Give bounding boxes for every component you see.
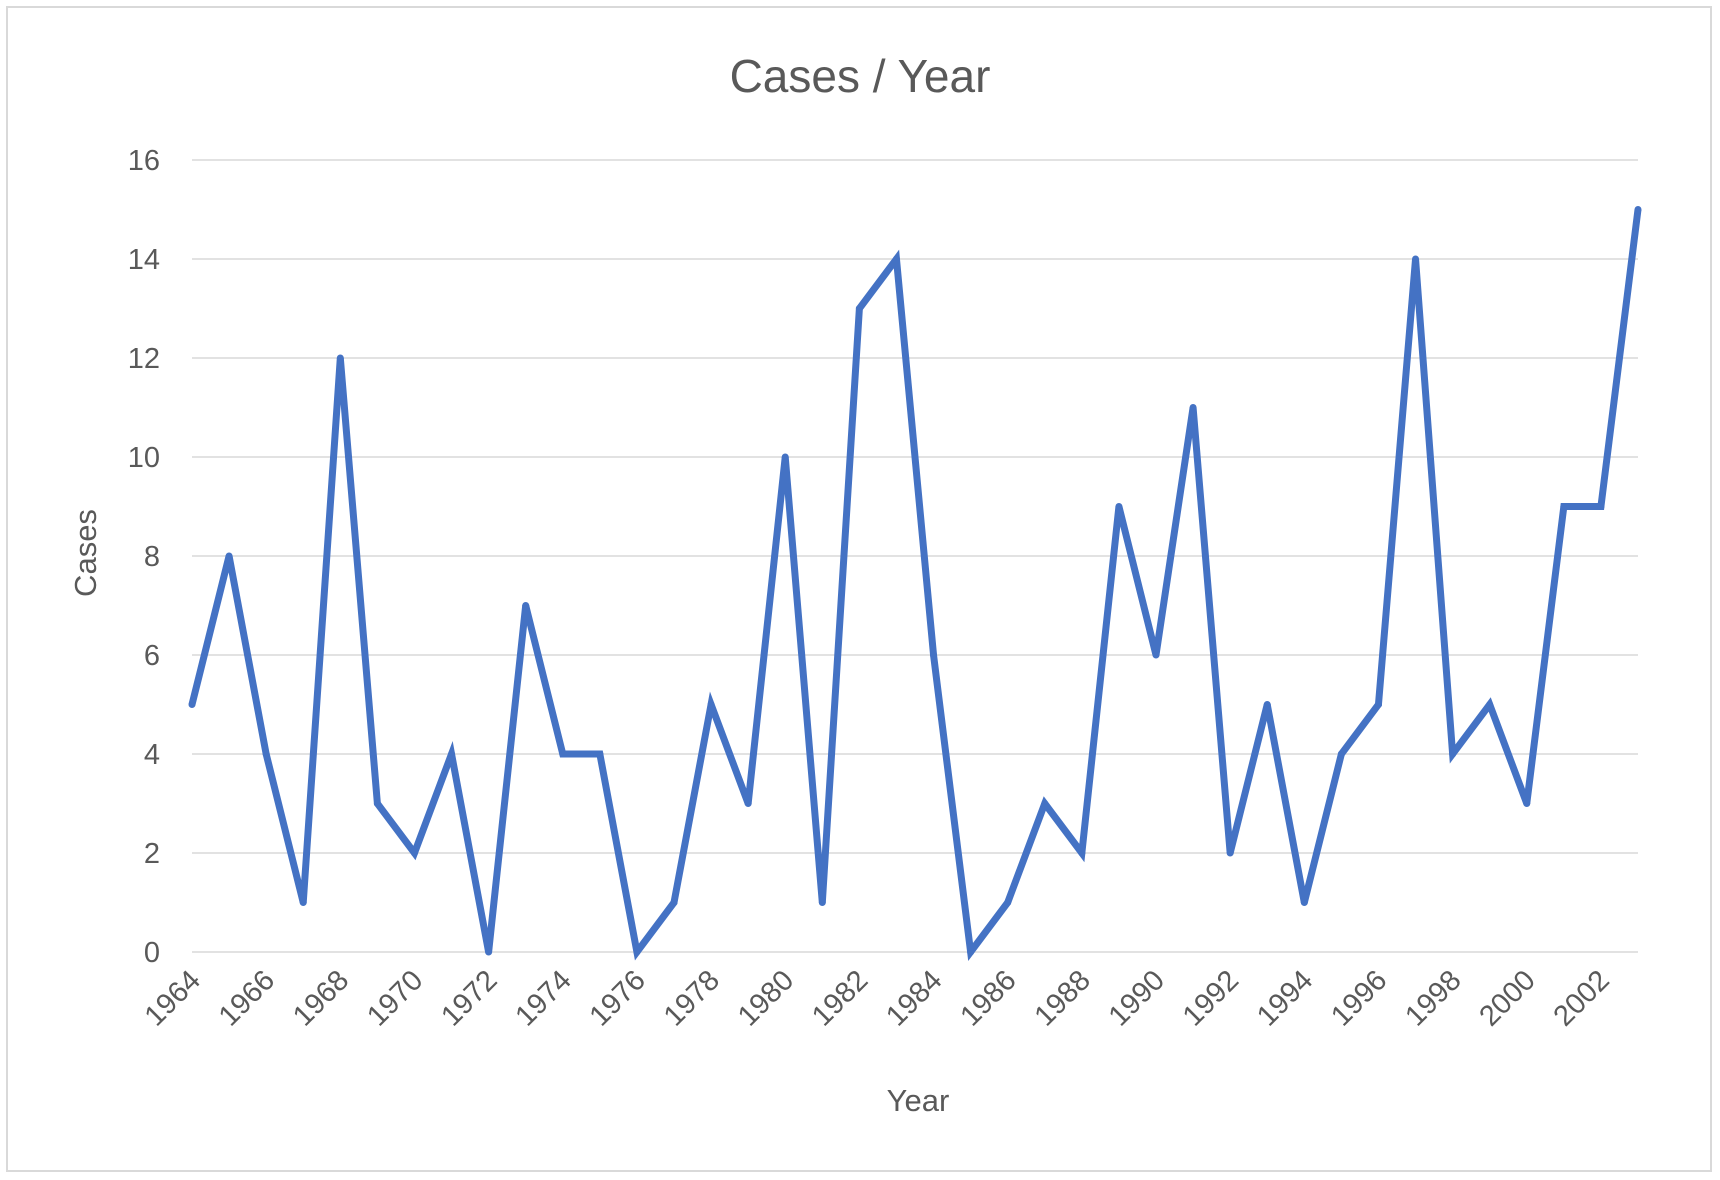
x-tick-label: 1972 <box>435 964 503 1032</box>
data-point <box>1300 899 1308 906</box>
y-tick-label: 6 <box>144 640 160 672</box>
x-axis-ticks: 1964 1966 1968 1970 1972 1974 1976 1978 1980 1982… <box>139 964 1616 1032</box>
data-point <box>485 948 493 956</box>
data-point <box>1337 750 1345 758</box>
data-point <box>1004 899 1012 906</box>
x-tick-label: 1984 <box>880 964 948 1032</box>
y-axis-title: Cases <box>68 509 103 597</box>
data-point <box>1597 503 1605 510</box>
data-point <box>670 899 678 906</box>
y-tick-label: 4 <box>144 739 160 771</box>
series-line <box>188 209 1642 962</box>
y-tick-label: 8 <box>144 541 160 573</box>
data-point <box>373 800 381 807</box>
data-point <box>1078 849 1086 857</box>
data-point <box>781 453 789 461</box>
data-point <box>410 849 418 857</box>
data-point <box>448 750 456 758</box>
data-point <box>336 354 344 362</box>
x-tick-label: 1996 <box>1325 964 1393 1032</box>
x-tick-label: 1976 <box>584 964 652 1032</box>
data-point <box>1374 701 1382 708</box>
data-point <box>1263 701 1271 708</box>
gridlines <box>192 159 1638 953</box>
series-layer <box>188 206 1642 962</box>
y-tick-label: 14 <box>128 244 160 276</box>
data-point <box>1412 255 1420 263</box>
data-point <box>299 899 307 906</box>
y-tick-label: 12 <box>128 343 160 375</box>
data-point <box>744 800 752 807</box>
x-tick-label: 2002 <box>1548 964 1616 1032</box>
data-point <box>188 701 196 708</box>
data-point <box>1226 849 1234 857</box>
x-tick-label: 1964 <box>139 964 207 1032</box>
data-point <box>559 750 567 758</box>
data-point <box>1115 503 1123 510</box>
y-tick-label: 0 <box>144 937 160 969</box>
data-point <box>1152 651 1160 659</box>
x-axis-title: Year <box>887 1083 950 1118</box>
data-point <box>930 651 938 659</box>
x-tick-label: 1978 <box>658 964 726 1032</box>
x-tick-label: 1994 <box>1251 964 1319 1032</box>
data-point <box>818 899 826 906</box>
x-tick-label: 1988 <box>1029 964 1097 1032</box>
x-tick-label: 1982 <box>806 964 874 1032</box>
y-tick-label: 2 <box>144 838 160 870</box>
x-tick-label: 1970 <box>361 964 429 1032</box>
x-tick-label: 1992 <box>1177 964 1245 1032</box>
data-point <box>1449 750 1457 758</box>
data-point <box>1634 206 1642 213</box>
chart-title: Cases / Year <box>730 50 991 102</box>
x-tick-label: 1966 <box>213 964 281 1032</box>
data-point <box>262 750 270 758</box>
y-tick-label: 16 <box>128 145 160 177</box>
data-point <box>855 305 863 312</box>
data-point <box>633 948 641 956</box>
data-point <box>522 602 530 609</box>
y-axis-ticks: 0 2 4 6 8 10 12 14 16 <box>128 145 160 969</box>
x-tick-label: 1998 <box>1399 964 1467 1032</box>
x-tick-label: 1974 <box>509 964 577 1032</box>
x-tick-label: 1968 <box>287 964 355 1032</box>
data-point <box>1560 503 1568 510</box>
data-point <box>596 750 604 758</box>
data-point <box>1523 800 1531 807</box>
data-point <box>967 948 975 956</box>
data-point <box>1486 701 1494 708</box>
data-point <box>1041 800 1049 807</box>
x-tick-label: 1980 <box>732 964 800 1032</box>
chart-frame <box>6 6 1712 1172</box>
x-tick-label: 2000 <box>1473 964 1541 1032</box>
data-point <box>707 701 715 708</box>
data-point <box>892 255 900 263</box>
data-point <box>225 552 233 560</box>
data-point <box>1189 404 1197 411</box>
x-tick-label: 1986 <box>954 964 1022 1032</box>
y-tick-label: 10 <box>128 442 160 474</box>
x-tick-label: 1990 <box>1103 964 1171 1032</box>
